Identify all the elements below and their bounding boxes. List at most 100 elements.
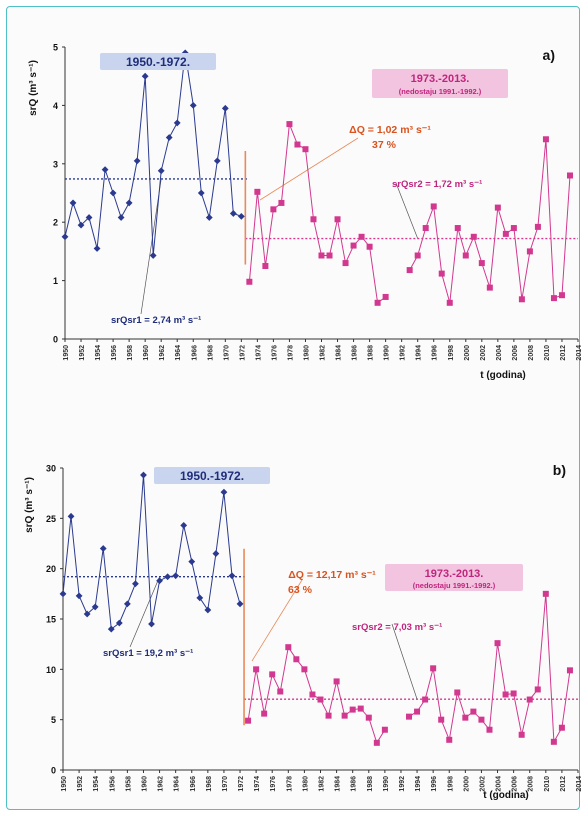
data-point-before	[220, 488, 228, 496]
y-tick-label: 5	[53, 43, 58, 53]
data-point-before	[125, 199, 133, 207]
data-point-after	[365, 714, 372, 721]
data-point-before	[172, 572, 180, 580]
data-point-after	[317, 696, 324, 703]
y-tick-label: 3	[53, 159, 58, 169]
data-point-after	[366, 243, 373, 250]
data-point-after	[309, 691, 316, 698]
data-point-after	[357, 705, 364, 712]
data-point-after	[334, 216, 341, 223]
x-tick-label: 1982	[320, 345, 327, 361]
series-before-line	[62, 474, 241, 631]
data-point-after	[285, 644, 292, 651]
data-point-before	[85, 214, 93, 221]
period1-label: 1950.-1972.	[180, 469, 244, 483]
y-tick-label: 25	[46, 514, 56, 524]
x-tick-label: 1970	[222, 776, 229, 792]
data-point-after	[430, 203, 437, 210]
data-point-after	[358, 233, 365, 240]
panel-label: a)	[543, 47, 555, 63]
data-point-before	[205, 214, 213, 221]
data-point-after	[534, 686, 541, 693]
x-tick-label: 1972	[238, 776, 245, 792]
data-point-after	[406, 713, 413, 720]
data-point-after	[326, 252, 333, 259]
data-point-before	[188, 558, 196, 566]
y-tick-label: 20	[46, 564, 56, 574]
data-point-after	[278, 199, 285, 206]
period2-note: (nedostaju 1991.-1992.)	[413, 581, 496, 590]
data-point-before	[61, 233, 69, 241]
x-tick-label: 1990	[384, 345, 391, 361]
change-leader	[251, 579, 303, 662]
x-tick-label: 1988	[368, 345, 375, 361]
data-point-after	[566, 172, 573, 179]
data-point-after	[293, 656, 300, 663]
data-point-before	[237, 212, 245, 220]
x-tick-label: 1960	[143, 345, 150, 361]
x-tick-label: 1980	[302, 776, 309, 792]
change-value: ΔQ = 1,02 m³ s⁻¹	[349, 124, 431, 136]
y-axis-label: srQ (m³ s⁻¹)	[28, 60, 39, 116]
data-point-before	[117, 214, 125, 221]
x-tick-label: 1958	[127, 345, 134, 361]
x-tick-label: 1962	[159, 345, 166, 361]
y-tick-label: 1	[53, 276, 58, 286]
data-point-before	[165, 134, 173, 141]
x-tick-label: 1998	[448, 345, 455, 361]
data-point-after	[542, 590, 549, 597]
x-tick-label: 1966	[190, 776, 197, 792]
data-point-before	[212, 550, 220, 557]
x-tick-label: 2006	[512, 776, 519, 792]
x-tick-label: 2012	[560, 345, 567, 361]
data-point-after	[350, 242, 357, 249]
data-point-before	[140, 471, 147, 479]
x-tick-label: 2002	[480, 345, 487, 361]
data-point-before	[189, 102, 197, 109]
period2-label-box	[372, 69, 508, 98]
x-tick-label: 1976	[270, 776, 277, 792]
x-tick-label: 1974	[254, 776, 261, 792]
y-tick-label: 4	[53, 101, 58, 111]
data-point-after	[261, 710, 268, 717]
chart-a: 0 1 2 3 4 5 1950 1952 1954 1956 1958 1960 1962 1964 19…	[28, 43, 583, 382]
data-point-after	[446, 299, 453, 306]
y-tick-label: 30	[46, 464, 56, 474]
data-point-before	[197, 189, 205, 197]
series-after-line	[247, 645, 386, 744]
x-tick-label: 1962	[158, 776, 165, 792]
x-tick-label: 1968	[207, 345, 214, 361]
mean1-label: srQsr1 = 2,74 m³ s⁻¹	[111, 315, 201, 326]
data-point-after	[382, 293, 389, 300]
change-percent: 63 %	[288, 584, 313, 596]
data-point-before	[156, 577, 163, 585]
x-tick-label: 2014	[576, 776, 583, 792]
data-point-before	[149, 252, 157, 259]
data-point-after	[470, 233, 477, 240]
data-point-after	[494, 204, 501, 211]
data-point-after	[373, 739, 380, 746]
data-point-before	[107, 625, 115, 633]
x-tick-label: 1974	[255, 345, 262, 361]
data-point-after	[454, 689, 461, 696]
period2-label-box	[385, 564, 523, 591]
data-point-before	[180, 521, 188, 529]
data-point-before	[141, 72, 149, 80]
x-tick-label: 2000	[463, 776, 470, 792]
data-point-after	[245, 717, 252, 724]
x-tick-label: 1996	[432, 345, 439, 361]
x-tick-label: 1986	[351, 776, 358, 792]
data-point-after	[310, 216, 317, 223]
data-point-after	[462, 714, 469, 721]
data-point-after	[294, 141, 301, 148]
x-tick-label: 1954	[93, 776, 100, 792]
x-tick-label: 1958	[125, 776, 132, 792]
data-point-after	[406, 267, 413, 274]
data-point-before	[229, 210, 237, 217]
mean1-leader	[129, 576, 160, 648]
data-point-after	[422, 225, 429, 232]
y-tick-label: 0	[53, 335, 58, 345]
x-tick-label: 1992	[399, 776, 406, 792]
data-point-after	[301, 666, 308, 673]
x-tick-label: 1954	[95, 345, 102, 361]
